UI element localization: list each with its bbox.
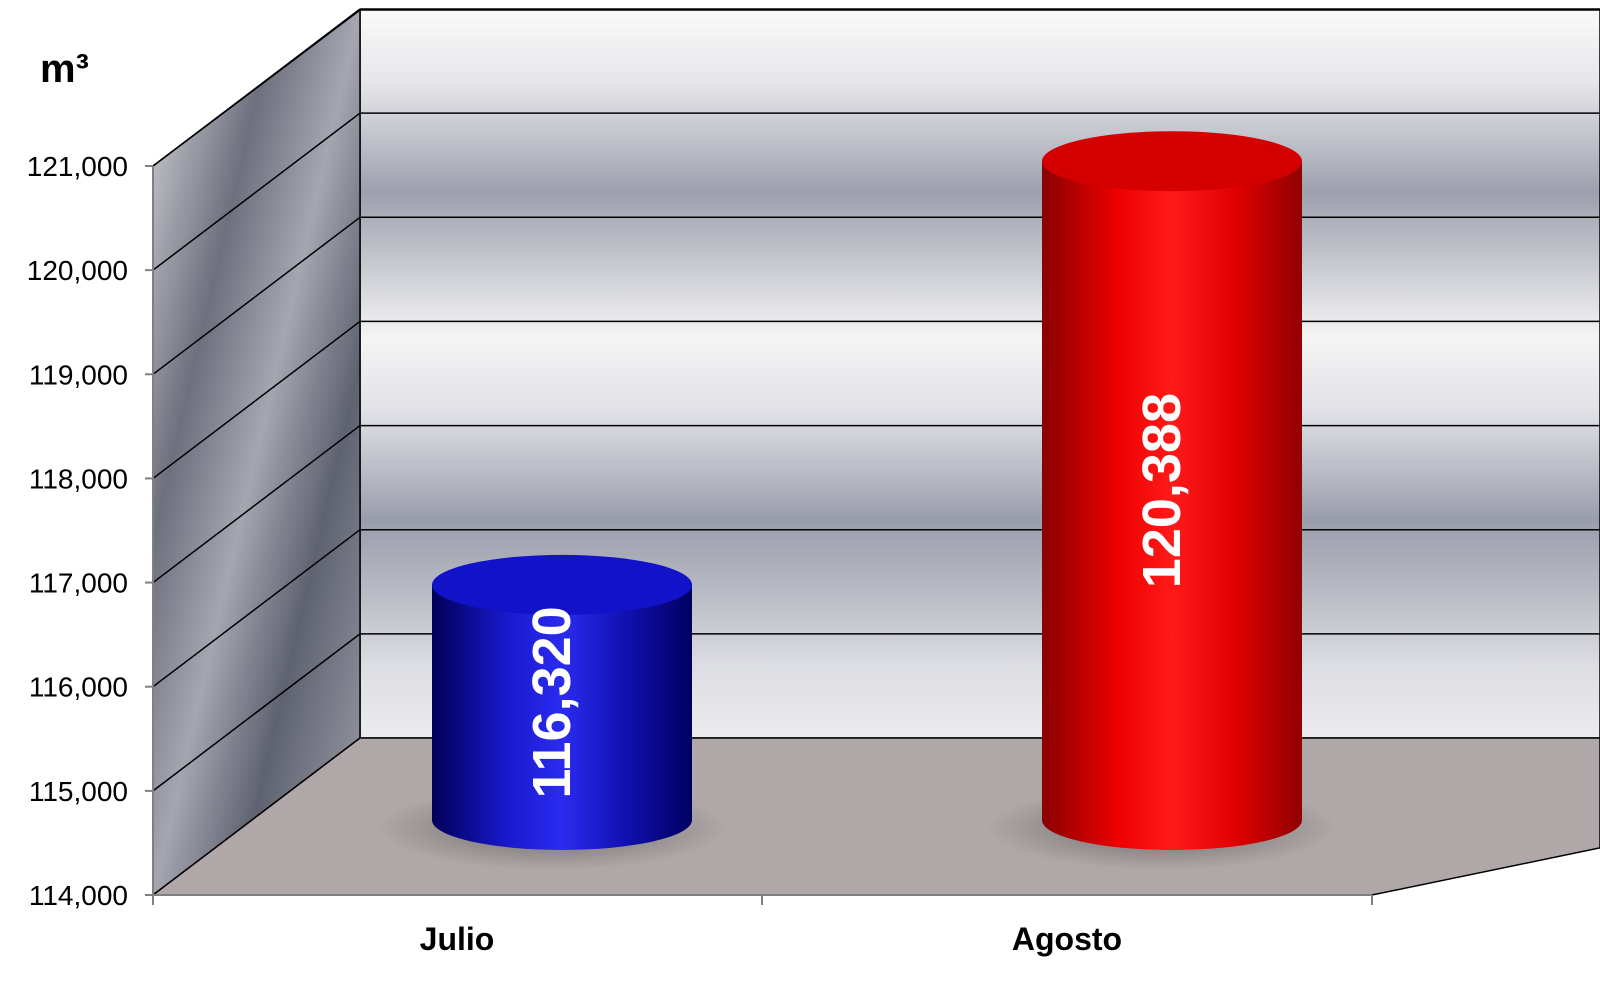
gridlines [152,8,1600,792]
x-category-label: Julio [420,921,495,957]
bars [377,131,1337,870]
y-axis-unit-label: m³ [40,47,89,91]
y-tick-label: 116,000 [29,672,128,703]
floor [150,737,1600,896]
y-tick-label: 114,000 [29,880,128,911]
data-label: 120,388 [1132,393,1192,588]
y-tick-label: 120,000 [27,255,128,286]
data-label: 116,320 [522,606,582,798]
bar-top [432,554,692,615]
gridline-side [152,320,361,480]
gridline-side [152,8,361,167]
gridline-side [152,112,361,271]
gridline-side [152,216,361,375]
axes: 114,000 115,000 116,000 117,000 118,000 119,0… [27,151,1373,911]
y-tick-label: 117,000 [29,568,128,599]
gridline-side [152,529,361,688]
gridline-side [152,424,361,584]
bar-top [1042,131,1302,192]
y-tick-label: 118,000 [29,463,128,494]
y-tick-label: 121,000 [27,151,128,182]
x-category-label: Agosto [1012,921,1122,957]
bar-agosto [1042,161,1302,851]
bar-julio [432,584,692,850]
gridline-side [152,633,361,792]
labels: 116,320 Julio 120,388 Agosto [420,393,1192,957]
y-tick-label: 115,000 [29,776,128,807]
chart-walls [150,8,1600,897]
y-tick-label: 119,000 [29,359,128,390]
